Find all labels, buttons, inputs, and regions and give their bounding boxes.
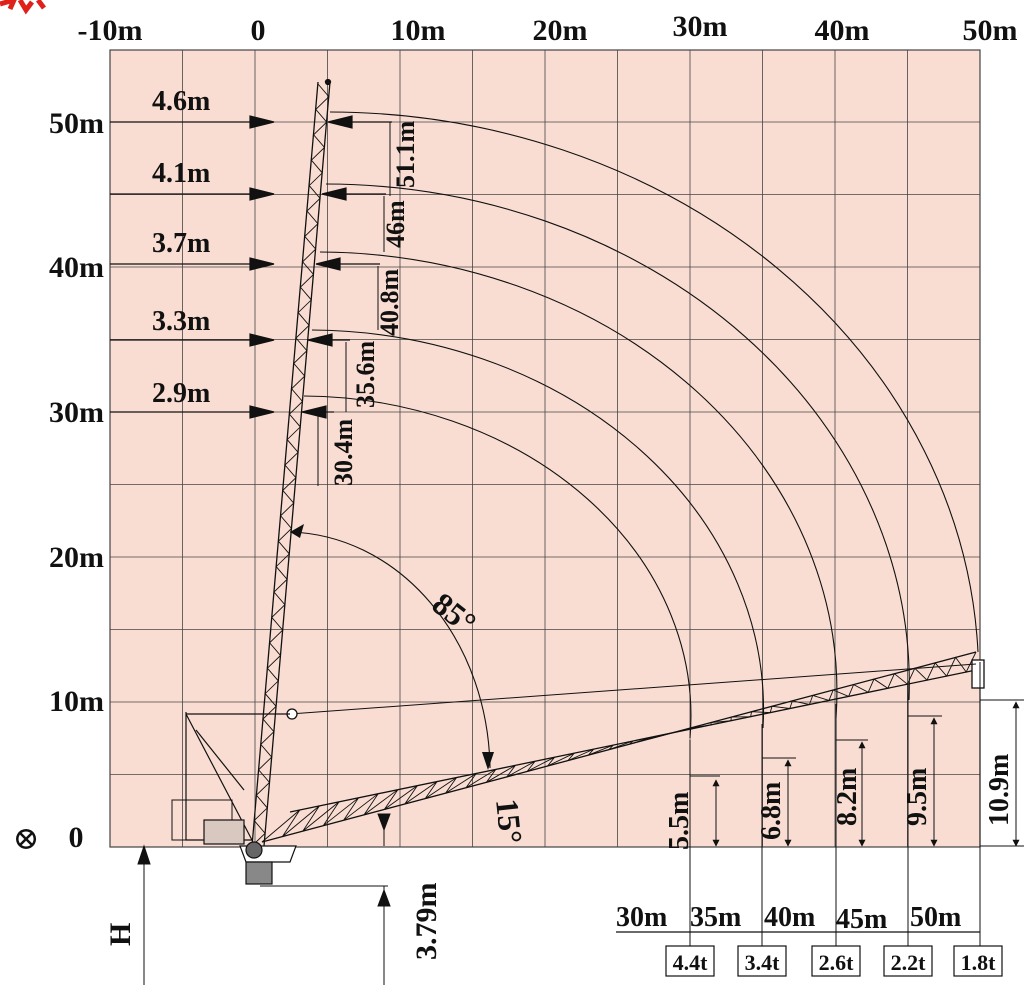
load-value: 1.8t <box>961 950 997 975</box>
base-dims <box>137 813 391 985</box>
load-value: 2.2t <box>891 950 927 975</box>
x-tick-label: -10m <box>78 14 143 47</box>
x-tick-label: 40m <box>815 14 870 47</box>
load-box <box>953 945 1003 977</box>
x-tick-label: 10m <box>391 14 446 47</box>
radius-label: 2.9m <box>152 378 210 409</box>
angle-arrow <box>290 524 304 538</box>
height-label: 51.1m <box>391 121 420 189</box>
boom-height-label: 10.9m <box>984 754 1015 826</box>
crane-base <box>171 712 297 885</box>
height-label: 35.6m <box>351 341 380 409</box>
boom-lowered-15deg <box>261 651 985 843</box>
boom-length-label: 50m <box>910 902 961 933</box>
load-value: 3.4t <box>745 950 781 975</box>
angle-arrow <box>482 752 494 770</box>
boom-height-label: 9.5m <box>902 768 933 826</box>
boom-tip-height-dims <box>690 699 1024 847</box>
boom-height-label: 6.8m <box>756 782 787 840</box>
x-tick-label: 50m <box>963 14 1018 47</box>
arc-30m-boom <box>303 395 692 739</box>
boom-length-label: 45m <box>836 904 887 935</box>
hook-trajectory-arcs <box>289 111 979 769</box>
boom-capacity-table: 30m 35m 40m 45m 50m 4.4t 3.4t 2.6t 2.2t … <box>616 902 1003 977</box>
x-tick-label: 20m <box>533 14 588 47</box>
hook-radius-markers <box>110 115 392 419</box>
load-box <box>883 945 933 977</box>
height-label: 46m <box>381 200 410 248</box>
load-box <box>665 945 715 977</box>
boom-raised-85deg <box>251 78 332 847</box>
radius-label: 4.6m <box>152 86 210 117</box>
y-tick-label: 40m <box>49 251 104 284</box>
boom-length-label: 30m <box>616 902 667 933</box>
y-tick-label: 30m <box>49 396 104 429</box>
load-value: 2.6t <box>819 950 855 975</box>
y-tick-label: 10m <box>49 685 104 718</box>
load-value: 4.4t <box>673 950 709 975</box>
height-label: 30.4m <box>329 419 358 487</box>
x-tick-label: 0 <box>251 14 266 47</box>
radius-label: 3.7m <box>152 228 210 259</box>
height-label: 40.8m <box>375 269 404 337</box>
arc-angle-range <box>289 531 491 769</box>
hook-height-labels: 51.1m 46m 40.8m 35.6m 30.4m <box>329 121 420 487</box>
hook-height-dims <box>317 122 391 486</box>
load-box <box>811 945 861 977</box>
boom-length-label: 40m <box>764 902 815 933</box>
load-box <box>737 945 787 977</box>
x-tick-label: 30m <box>673 10 728 43</box>
pivot-height-label: 3.79m <box>410 883 443 961</box>
radius-label: 3.3m <box>152 306 210 337</box>
boom-height-label: 8.2m <box>832 768 863 826</box>
arc-35m-boom <box>311 329 765 729</box>
hook-radius-labels: 4.6m 4.1m 3.7m 3.3m 2.9m <box>152 86 210 409</box>
arc-40m-boom <box>319 251 838 719</box>
boom-section-drop-lines <box>689 662 981 968</box>
origin-symbol: ⊗ <box>13 820 40 856</box>
corner-logo-mark <box>0 0 46 15</box>
y-tick-label: 50m <box>49 107 104 140</box>
x-axis-labels: -10m 0 10m 20m 30m 40m 50m <box>78 10 1018 47</box>
angle-min-label: 15° <box>489 797 529 845</box>
arc-50m-boom <box>329 111 979 653</box>
radius-label: 4.1m <box>152 158 210 189</box>
y-tick-label: 0 <box>69 821 84 854</box>
boom-length-label: 35m <box>690 902 741 933</box>
y-axis-labels: 50m 40m 30m 20m 10m 0 ⊗ <box>13 107 104 856</box>
y-tick-label: 20m <box>49 541 104 574</box>
h-label: H <box>104 923 137 946</box>
arc-45m-boom <box>325 183 910 701</box>
